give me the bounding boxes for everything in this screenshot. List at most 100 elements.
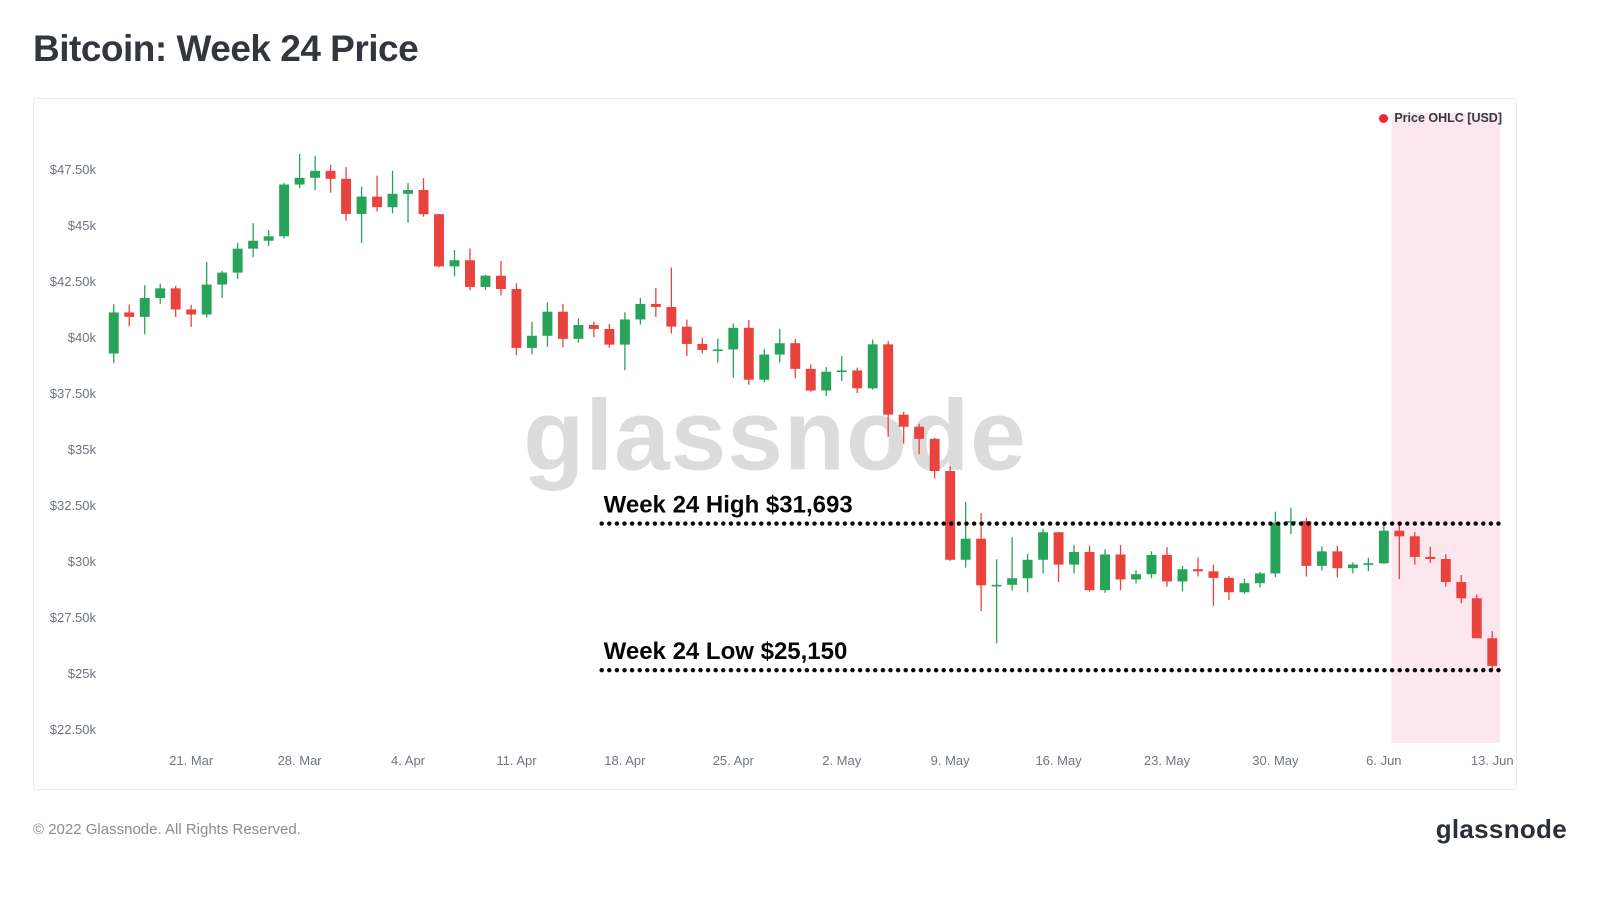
y-axis-label: $30k: [68, 554, 97, 569]
candle-2022-05-17[interactable]: [1069, 551, 1080, 565]
candle-2022-05-08[interactable]: [929, 438, 940, 472]
candle-2022-04-05[interactable]: [418, 189, 429, 215]
x-axis-label: 18. Apr: [604, 753, 646, 768]
x-axis-label: 11. Apr: [496, 753, 537, 768]
candle-2022-05-31[interactable]: [1285, 521, 1296, 523]
candle-2022-05-22[interactable]: [1146, 554, 1157, 575]
candle-2022-04-11[interactable]: [511, 289, 522, 348]
candle-2022-03-29[interactable]: [310, 170, 321, 178]
candle-2022-05-14[interactable]: [1022, 559, 1033, 579]
y-axis-label: $40k: [68, 330, 97, 345]
candle-2022-04-28[interactable]: [774, 343, 785, 355]
candle-2022-04-12[interactable]: [526, 335, 537, 348]
candle-2022-03-24[interactable]: [232, 248, 243, 273]
candle-2022-05-05[interactable]: [883, 344, 894, 415]
candle-2022-05-12[interactable]: [991, 584, 1002, 587]
candle-2022-04-13[interactable]: [542, 311, 553, 336]
candle-2022-04-08[interactable]: [465, 260, 475, 287]
candle-2022-03-16[interactable]: [108, 312, 119, 354]
ohlc-candlestick-chart[interactable]: $47.50k $45k $42.50k $40k $37.50k $35k $32.50k…: [34, 99, 1516, 789]
candle-2022-03-18[interactable]: [139, 298, 150, 317]
week-24-highlight-band: [1391, 113, 1500, 743]
candle-2022-05-25[interactable]: [1193, 569, 1203, 572]
candle-2022-04-29[interactable]: [790, 343, 801, 369]
candle-2022-04-16[interactable]: [588, 325, 599, 329]
candle-2022-06-01[interactable]: [1301, 521, 1312, 566]
candle-2022-05-02[interactable]: [836, 370, 847, 373]
candle-2022-06-09[interactable]: [1425, 556, 1436, 560]
candle-2022-04-01[interactable]: [356, 196, 367, 214]
candle-2022-04-14[interactable]: [557, 311, 568, 339]
candle-2022-04-03[interactable]: [387, 193, 398, 208]
candle-2022-06-08[interactable]: [1409, 536, 1420, 557]
candle-2022-05-27[interactable]: [1223, 577, 1234, 593]
candle-2022-03-28[interactable]: [294, 177, 305, 185]
candle-2022-06-05[interactable]: [1363, 563, 1374, 565]
candle-2022-04-17[interactable]: [604, 328, 615, 345]
candle-2022-06-11[interactable]: [1456, 582, 1467, 599]
candle-2022-03-30[interactable]: [325, 170, 336, 179]
candle-2022-04-04[interactable]: [403, 189, 413, 194]
candle-2022-03-20[interactable]: [170, 288, 181, 310]
candle-2022-06-13[interactable]: [1487, 638, 1498, 666]
candle-2022-04-27[interactable]: [759, 354, 770, 380]
candle-2022-05-09[interactable]: [945, 471, 956, 560]
candle-2022-05-20[interactable]: [1115, 554, 1126, 580]
candle-2022-03-19[interactable]: [155, 288, 166, 299]
candle-2022-06-04[interactable]: [1347, 564, 1358, 569]
candle-2022-04-10[interactable]: [496, 275, 506, 290]
candle-2022-05-29[interactable]: [1254, 573, 1265, 584]
candle-2022-05-13[interactable]: [1007, 578, 1018, 585]
candle-2022-04-24[interactable]: [712, 349, 723, 352]
candle-2022-05-15[interactable]: [1038, 532, 1049, 560]
candle-2022-04-21[interactable]: [666, 306, 677, 327]
candle-2022-03-25[interactable]: [248, 240, 259, 249]
candle-2022-03-21[interactable]: [186, 309, 197, 315]
candle-2022-06-03[interactable]: [1332, 551, 1343, 569]
candle-2022-04-26[interactable]: [743, 327, 754, 380]
candle-2022-05-23[interactable]: [1162, 554, 1172, 582]
candle-2022-05-01[interactable]: [821, 371, 832, 391]
candle-2022-04-09[interactable]: [480, 275, 491, 287]
candle-2022-06-10[interactable]: [1440, 559, 1451, 583]
candle-2022-04-06[interactable]: [434, 214, 444, 267]
candle-2022-05-06[interactable]: [898, 414, 909, 427]
candle-2022-05-28[interactable]: [1239, 583, 1250, 593]
glassnode-logo[interactable]: glassnode: [1435, 814, 1567, 844]
candle-2022-04-22[interactable]: [681, 326, 692, 344]
candle-2022-05-03[interactable]: [852, 370, 863, 389]
candle-2022-04-15[interactable]: [573, 325, 584, 339]
candle-2022-03-27[interactable]: [279, 184, 290, 237]
candle-2022-05-19[interactable]: [1100, 554, 1110, 591]
candle-2022-04-23[interactable]: [697, 343, 708, 350]
candle-2022-05-10[interactable]: [960, 538, 971, 560]
candle-2022-03-23[interactable]: [217, 272, 228, 285]
candle-2022-04-07[interactable]: [449, 260, 460, 267]
candle-2022-06-06[interactable]: [1378, 530, 1389, 564]
candle-2022-06-12[interactable]: [1471, 598, 1482, 639]
candle-2022-04-02[interactable]: [372, 196, 383, 208]
candle-2022-03-31[interactable]: [341, 178, 352, 214]
candle-2022-05-21[interactable]: [1131, 574, 1141, 580]
candle-2022-03-17[interactable]: [124, 312, 135, 317]
candle-2022-05-16[interactable]: [1053, 532, 1064, 565]
candle-2022-05-04[interactable]: [867, 344, 878, 389]
candle-2022-05-24[interactable]: [1177, 569, 1188, 582]
candle-2022-05-07[interactable]: [914, 426, 925, 439]
legend-label: Price OHLC [USD]: [1394, 111, 1502, 125]
candle-2022-03-26[interactable]: [263, 236, 274, 241]
candle-2022-03-22[interactable]: [201, 284, 212, 315]
candle-2022-06-07[interactable]: [1394, 530, 1405, 537]
candle-2022-05-18[interactable]: [1084, 551, 1095, 591]
candle-2022-04-30[interactable]: [805, 368, 816, 391]
candle-2022-04-18[interactable]: [619, 319, 630, 345]
candle-2022-05-26[interactable]: [1208, 571, 1219, 578]
candle-2022-06-02[interactable]: [1316, 551, 1327, 566]
candle-2022-04-19[interactable]: [635, 303, 646, 320]
candle-2022-04-20[interactable]: [650, 303, 661, 307]
candle-2022-04-25[interactable]: [728, 327, 739, 350]
candle-2022-05-30[interactable]: [1270, 522, 1281, 574]
y-axis-label: $32.50k: [50, 498, 97, 513]
legend-price-ohlc[interactable]: Price OHLC [USD]: [1379, 111, 1502, 125]
candle-2022-05-11[interactable]: [976, 538, 987, 586]
